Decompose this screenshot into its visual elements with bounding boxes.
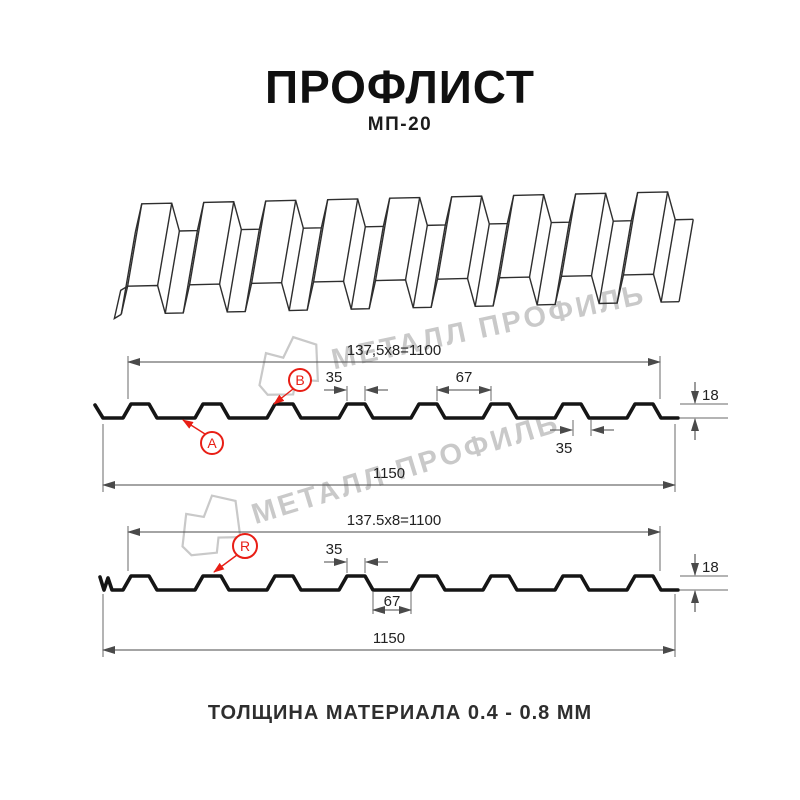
cross-section-reverse: 137.5x8=1100 35 67 18 1150 R [98, 512, 728, 657]
dim-rib-top-width: 35 [326, 541, 343, 558]
cross-section-front: 137,5x8=1100 35 67 18 35 1150 B [93, 342, 728, 492]
dim-pitch-total: 137.5x8=1100 [347, 512, 441, 529]
material-thickness-note: ТОЛЩИНА МАТЕРИАЛА 0.4 - 0.8 ММ [207, 702, 593, 724]
marker-b-circle [288, 368, 312, 392]
metall-profil-logo-icon [258, 335, 320, 396]
marker-r-circle [232, 533, 258, 559]
dim-profile-height: 18 [702, 559, 719, 576]
dim-profile-height: 18 [702, 387, 719, 404]
profile-outline [98, 574, 680, 592]
metall-profil-logo-icon [181, 494, 242, 557]
dim-overall-width: 1150 [373, 465, 405, 482]
marker-r-label: R [240, 538, 250, 554]
dim-overlap-width: 35 [556, 440, 573, 457]
profile-outline [93, 402, 680, 420]
dim-rib-top-width: 35 [326, 369, 343, 386]
marker-b-label: B [295, 372, 304, 388]
dim-overall-width: 1150 [373, 630, 405, 647]
marker-a-circle [200, 431, 224, 455]
dim-rib-gap-width: 67 [384, 593, 401, 610]
page-title: ПРОФЛИСТ [265, 61, 535, 113]
marker-a-label: A [207, 435, 217, 451]
profiled-sheet-3d-drawing [113, 191, 694, 320]
profile-model-label: МП-20 [367, 114, 433, 135]
dim-rib-gap-width: 67 [456, 369, 473, 386]
dim-pitch-total: 137,5x8=1100 [347, 342, 441, 359]
